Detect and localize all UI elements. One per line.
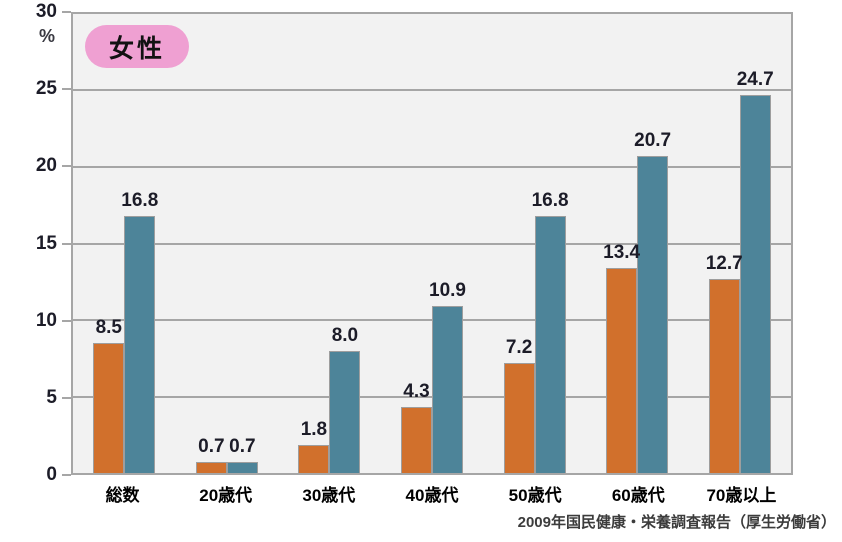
y-tick-mark bbox=[62, 474, 71, 476]
bar-value-label: 16.8 bbox=[121, 189, 159, 211]
source-note: 2009年国民健康・栄養調査報告（厚生労働省） bbox=[517, 514, 836, 531]
category-label: 50歳代 bbox=[508, 486, 562, 505]
teal-bars-bar bbox=[637, 156, 669, 473]
y-tick-label: 10 bbox=[35, 309, 57, 331]
bar-value-label: 0.7 bbox=[229, 436, 256, 458]
orange-bars-bar bbox=[503, 362, 535, 473]
orange-bars-bar bbox=[195, 462, 227, 473]
y-tick-label: 25 bbox=[35, 78, 57, 100]
y-tick-mark bbox=[62, 165, 71, 168]
orange-bars-bar bbox=[708, 278, 740, 473]
y-tick-label: 30 bbox=[35, 1, 57, 22]
y-tick-label: 0 bbox=[46, 464, 57, 485]
y-tick-mark bbox=[62, 11, 71, 13]
bar-value-label: 1.8 bbox=[300, 419, 328, 441]
category-label: 20歳代 bbox=[199, 486, 253, 505]
teal-bars-bar bbox=[534, 215, 566, 473]
plot-area: 女性 8.5 0.7 1.8 4.3 7.2 13.4 12.7 16.8 0.7 8.0 10.9… bbox=[71, 12, 793, 475]
bar-value-label: 10.9 bbox=[429, 280, 466, 302]
bar-value-label: 20.7 bbox=[634, 130, 672, 152]
orange-bars-bar bbox=[606, 267, 638, 473]
bar-value-label: 16.8 bbox=[531, 189, 569, 211]
category-label: 60歳代 bbox=[611, 486, 665, 505]
bar-value-label: 7.2 bbox=[505, 336, 533, 358]
gender-badge: 女性 bbox=[85, 25, 189, 68]
teal-bars-bar bbox=[432, 306, 463, 473]
teal-bars-bar bbox=[226, 462, 258, 473]
x-axis: 総数 20歳代 30歳代 40歳代 50歳代 60歳代 70歳以上 bbox=[71, 481, 793, 507]
bar-value-label: 4.3 bbox=[403, 381, 430, 403]
category-label: 30歳代 bbox=[302, 486, 356, 505]
y-tick-mark bbox=[62, 88, 71, 91]
bar-value-label: 12.7 bbox=[705, 252, 743, 274]
grid-line bbox=[73, 165, 791, 168]
y-tick-mark bbox=[62, 396, 71, 399]
orange-bars-bar bbox=[93, 342, 125, 473]
y-tick-mark bbox=[62, 319, 71, 322]
teal-bars-bar bbox=[329, 350, 361, 473]
y-tick-label: 20 bbox=[35, 155, 57, 177]
y-tick-label: 15 bbox=[35, 232, 57, 254]
bar-value-label: 0.7 bbox=[198, 436, 225, 458]
orange-bars-bar bbox=[401, 407, 432, 473]
y-tick-label: 5 bbox=[46, 386, 57, 408]
category-label: 40歳代 bbox=[405, 486, 459, 505]
y-tick-mark bbox=[62, 242, 71, 245]
bar-value-label: 8.0 bbox=[331, 324, 359, 346]
category-label: 総数 bbox=[105, 486, 140, 505]
orange-bars-bar bbox=[298, 445, 330, 473]
teal-bars-bar bbox=[739, 95, 771, 473]
grid-line bbox=[73, 242, 791, 245]
bar-value-label: 13.4 bbox=[603, 241, 641, 263]
y-axis-unit: % bbox=[38, 26, 55, 46]
bar-value-label: 24.7 bbox=[736, 69, 774, 91]
bar-value-label: 8.5 bbox=[95, 316, 122, 338]
grid-line bbox=[73, 89, 791, 92]
category-label: 70歳以上 bbox=[706, 486, 777, 505]
teal-bars-bar bbox=[124, 215, 156, 473]
y-axis: % 0 5 10 15 20 25 30 bbox=[0, 1, 71, 485]
